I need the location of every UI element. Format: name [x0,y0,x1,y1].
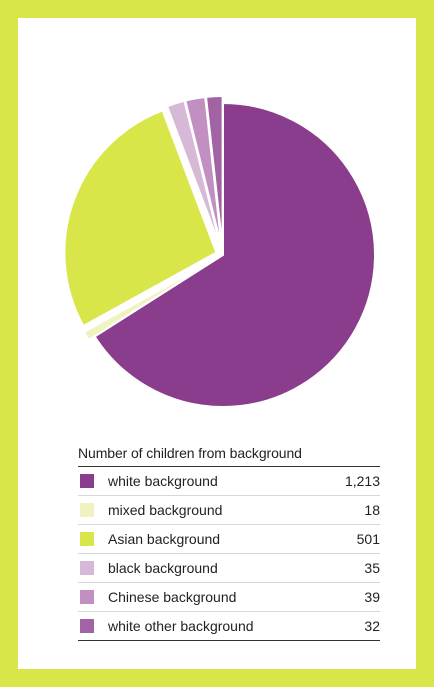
legend-row: Asian background 501 [78,525,380,554]
legend-row: black background 35 [78,554,380,583]
pie-slice-mixed-background [82,257,218,342]
legend-swatch [80,474,94,488]
legend-row: Chinese background 39 [78,583,380,612]
legend-value: 39 [364,589,380,605]
legend-table: Number of children from background white… [78,442,380,641]
legend-swatch [80,561,94,575]
pie-chart [63,95,376,408]
legend-label: white background [108,473,218,489]
legend-label: Asian background [108,531,221,547]
legend-value: 1,213 [344,473,380,489]
legend-label: mixed background [108,502,223,518]
pie-slice-asian-background [63,109,218,328]
pie-chart-area [18,18,416,418]
legend-swatch [80,619,94,633]
legend-value: 18 [364,502,380,518]
legend-title: Number of children from background [78,442,380,467]
legend-label: Chinese background [108,589,237,605]
legend-swatch [80,532,94,546]
legend-label: black background [108,560,218,576]
chart-card: Number of children from background white… [18,18,416,669]
pie-slice-white-background [93,101,376,408]
legend-label: white other background [108,618,254,634]
legend-row: white background 1,213 [78,467,380,496]
legend-row: mixed background 18 [78,496,380,525]
legend-swatch [80,590,94,604]
legend-swatch [80,503,94,517]
legend-row: white other background 32 [78,612,380,641]
legend-value: 32 [364,618,380,634]
legend-value: 35 [364,560,380,576]
pie-slice-white-other-background [204,95,224,249]
legend-value: 501 [356,531,380,547]
